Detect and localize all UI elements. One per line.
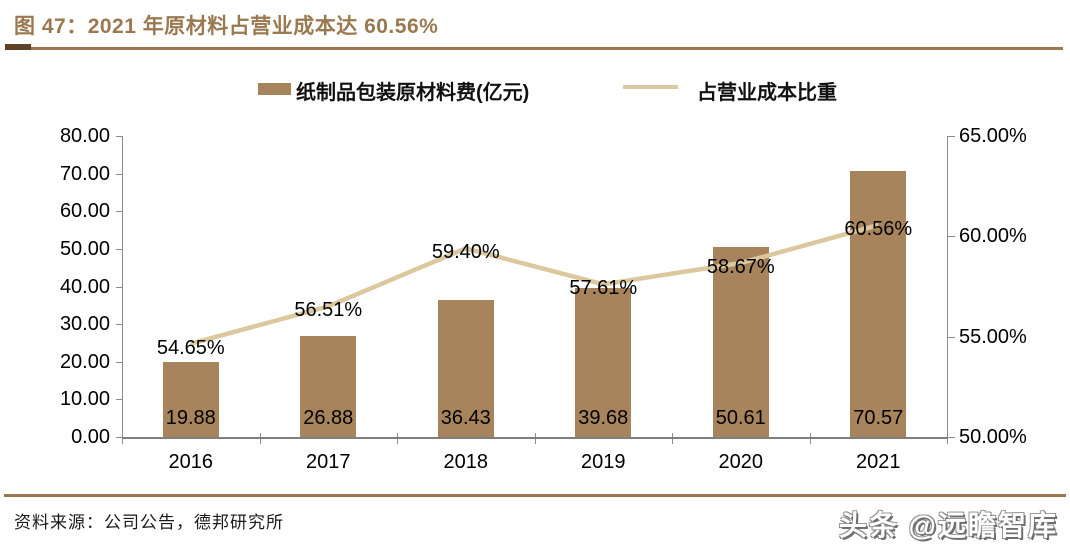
source-note: 资料来源：公司公告，德邦研究所: [14, 513, 284, 532]
x-axis-label: 2021: [856, 451, 901, 473]
bar-value-label: 19.88: [165, 407, 216, 429]
y-axis-left-label: 10.00: [59, 388, 110, 411]
line-value-label: 54.65%: [156, 336, 225, 359]
line-value-label: 59.40%: [431, 241, 500, 264]
line-value-label: 60.56%: [844, 218, 913, 241]
bar: [850, 171, 907, 437]
y-axis-left-label: 50.00: [59, 237, 110, 260]
y-axis-right-tick: [947, 236, 955, 238]
y-axis-right-label: 50.00%: [959, 426, 1027, 448]
legend-bar-label: 纸制品包装原材料费(亿元): [296, 82, 530, 104]
y-axis-left-label: 0.00: [71, 426, 110, 448]
y-axis-right-tick: [947, 136, 955, 137]
x-axis-label: 2017: [306, 451, 351, 473]
legend-line-swatch: [623, 85, 678, 89]
y-axis-left-label: 80.00: [59, 125, 110, 147]
y-axis-right-label: 55.00%: [959, 325, 1027, 348]
x-axis: [122, 437, 948, 439]
y-axis-left-label: 30.00: [59, 313, 110, 336]
y-axis-left-tick: [116, 324, 123, 326]
x-axis-label: 2019: [581, 451, 626, 473]
bar: [300, 335, 357, 437]
bottom-rule: [4, 494, 1066, 497]
bar-value-label: 26.88: [303, 407, 354, 429]
legend-line-label: 占营业成本比重: [697, 82, 837, 104]
y-axis-left-label: 70.00: [59, 162, 110, 185]
y-axis-left-tick: [116, 437, 123, 438]
bar-value-label: 39.68: [578, 407, 629, 429]
x-axis-label: 2016: [168, 451, 214, 473]
y-axis-left-tick: [116, 248, 123, 250]
y-axis-right-label: 60.00%: [959, 225, 1027, 248]
y-axis-right-tick: [947, 437, 955, 438]
bar-value-label: 70.57: [853, 407, 904, 429]
title-rule-accent: [5, 44, 31, 50]
line-value-label: 56.51%: [294, 299, 363, 322]
y-axis-right-tick: [947, 336, 955, 338]
y-axis-left-tick: [116, 173, 123, 175]
y-axis-left-label: 20.00: [59, 350, 110, 373]
title-rule: [5, 47, 1063, 50]
y-axis-left-tick: [116, 286, 123, 288]
y-axis-right-label: 65.00%: [959, 125, 1027, 147]
x-axis-label: 2020: [718, 451, 764, 473]
y-axis-left-tick: [116, 361, 123, 363]
bar-value-label: 50.61: [715, 407, 766, 429]
line-value-label: 58.67%: [706, 256, 775, 279]
y-axis-left-tick: [116, 211, 123, 213]
legend-bar-swatch: [258, 83, 291, 95]
line-value-label: 57.61%: [569, 277, 638, 300]
y-axis-left-tick: [116, 136, 123, 137]
y-axis-left-tick: [116, 399, 123, 401]
chart-title: 图 47：2021 年原材料占营业成本达 60.56%: [14, 15, 439, 38]
y-axis-left-label: 40.00: [59, 275, 110, 298]
watermark: 头条 @远瞻智库: [838, 510, 1058, 541]
y-axis-right: [947, 136, 948, 437]
x-axis-label: 2018: [443, 451, 489, 473]
y-axis-left-label: 60.00: [59, 200, 110, 223]
bar-value-label: 36.43: [440, 407, 491, 429]
bar: [162, 362, 219, 437]
